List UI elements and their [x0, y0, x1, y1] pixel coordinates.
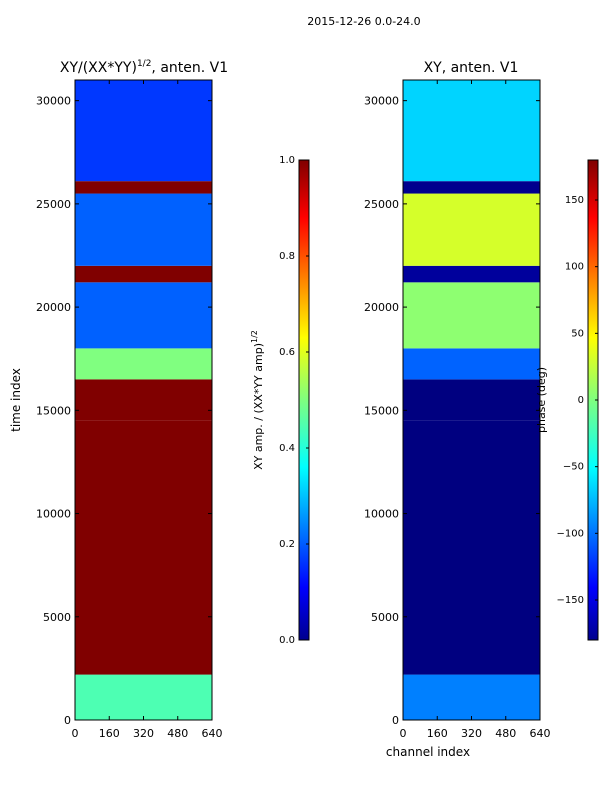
right-panel-title: XY, anten. V1 [424, 60, 519, 76]
right-y-ticks: 0 5000 10000 15000 20000 25000 30000 [364, 95, 540, 727]
right-colorbar-tick-label: 100 [565, 262, 584, 273]
right-colorbar-tick-label: 50 [571, 328, 584, 339]
left-x-tick-label: 640 [202, 727, 223, 740]
right-colorbar-tick-label: −150 [557, 595, 584, 606]
x-axis-label: channel index [386, 745, 470, 759]
right-y-tick-label: 10000 [364, 508, 399, 521]
left-heatmap-band [75, 420, 212, 675]
left-x-tick-label: 0 [72, 727, 79, 740]
right-y-tick-label: 25000 [364, 198, 399, 211]
right-colorbar-ticks: −150 −100 −50 0 50 100 150 [557, 195, 598, 606]
right-colorbar-tick-label: −100 [557, 528, 584, 539]
right-heatmap-band [403, 379, 540, 421]
left-y-tick-label: 10000 [36, 508, 71, 521]
right-colorbar-tick-label: −50 [563, 462, 584, 473]
left-y-axis-label: time index [9, 368, 23, 432]
left-colorbar-tick-label: 0.2 [279, 539, 295, 550]
right-heatmap-band [403, 181, 540, 194]
right-colorbar-tick-label: 0 [578, 395, 584, 406]
right-heatmap-band [403, 674, 540, 720]
left-y-tick-label: 5000 [43, 611, 71, 624]
left-colorbar-tick-label: 0.4 [279, 443, 295, 454]
left-y-tick-label: 0 [64, 714, 71, 727]
right-y-tick-label: 30000 [364, 95, 399, 108]
left-panel-title: XY/(XX*YY)1/2, anten. V1 [60, 59, 228, 76]
left-heatmap-band [75, 348, 212, 380]
right-colorbar-tick-label: 150 [565, 195, 584, 206]
right-x-tick-label: 480 [495, 727, 516, 740]
left-heatmap [75, 80, 212, 720]
figure-suptitle: 2015-12-26 0.0-24.0 [307, 15, 420, 28]
right-heatmap-band [403, 265, 540, 283]
left-heatmap-band [75, 282, 212, 349]
left-heatmap-band [75, 181, 212, 194]
left-y-tick-label: 25000 [36, 198, 71, 211]
right-heatmap-band [403, 193, 540, 266]
left-heatmap-band [75, 265, 212, 283]
left-y-ticks: 0 5000 10000 15000 20000 25000 30000 [36, 95, 212, 727]
right-colorbar-label: phase (deg) [535, 367, 548, 433]
left-x-tick-label: 480 [167, 727, 188, 740]
left-colorbar-tick-label: 0.0 [279, 635, 295, 646]
right-x-tick-label: 640 [530, 727, 551, 740]
right-heatmap [403, 80, 540, 720]
left-colorbar-label: XY amp. / (XX*YY amp)1/2 [250, 330, 265, 470]
right-y-tick-label: 0 [392, 714, 399, 727]
left-x-tick-label: 320 [133, 727, 154, 740]
right-panel: XY, anten. V1 0 160 320 480 640 0 5000 10000 15… [364, 60, 551, 759]
left-colorbar-ticks: 0.0 0.2 0.4 0.6 0.8 1.0 [279, 155, 309, 646]
left-x-ticks: 0 160 320 480 640 [72, 80, 223, 740]
right-x-tick-label: 0 [400, 727, 407, 740]
right-x-tick-label: 160 [427, 727, 448, 740]
left-colorbar-tick-label: 0.8 [279, 251, 295, 262]
right-heatmap-band [403, 282, 540, 349]
right-heatmap-band [403, 348, 540, 380]
right-y-tick-label: 15000 [364, 404, 399, 417]
left-panel: XY/(XX*YY)1/2, anten. V1 0 160 320 480 640 0… [9, 59, 228, 740]
left-y-tick-label: 15000 [36, 404, 71, 417]
left-colorbar-tick-label: 0.6 [279, 347, 295, 358]
left-heatmap-band [75, 193, 212, 266]
right-x-tick-label: 320 [461, 727, 482, 740]
left-colorbar-tick-label: 1.0 [279, 155, 295, 166]
left-x-tick-label: 160 [99, 727, 120, 740]
right-colorbar: −150 −100 −50 0 50 100 150 phase (deg) [535, 159, 599, 641]
right-heatmap-band [403, 420, 540, 675]
right-y-tick-label: 5000 [371, 611, 399, 624]
left-y-tick-label: 20000 [36, 301, 71, 314]
left-heatmap-band [75, 379, 212, 421]
right-y-tick-label: 20000 [364, 301, 399, 314]
left-colorbar-gradient [298, 159, 310, 641]
left-heatmap-band [75, 674, 212, 720]
right-x-ticks: 0 160 320 480 640 [400, 80, 551, 740]
right-heatmap-band [403, 80, 540, 182]
left-colorbar: 0.0 0.2 0.4 0.6 0.8 1.0 XY amp. / (XX*YY amp)… [250, 155, 310, 646]
left-y-tick-label: 30000 [36, 95, 71, 108]
left-heatmap-band [75, 80, 212, 182]
